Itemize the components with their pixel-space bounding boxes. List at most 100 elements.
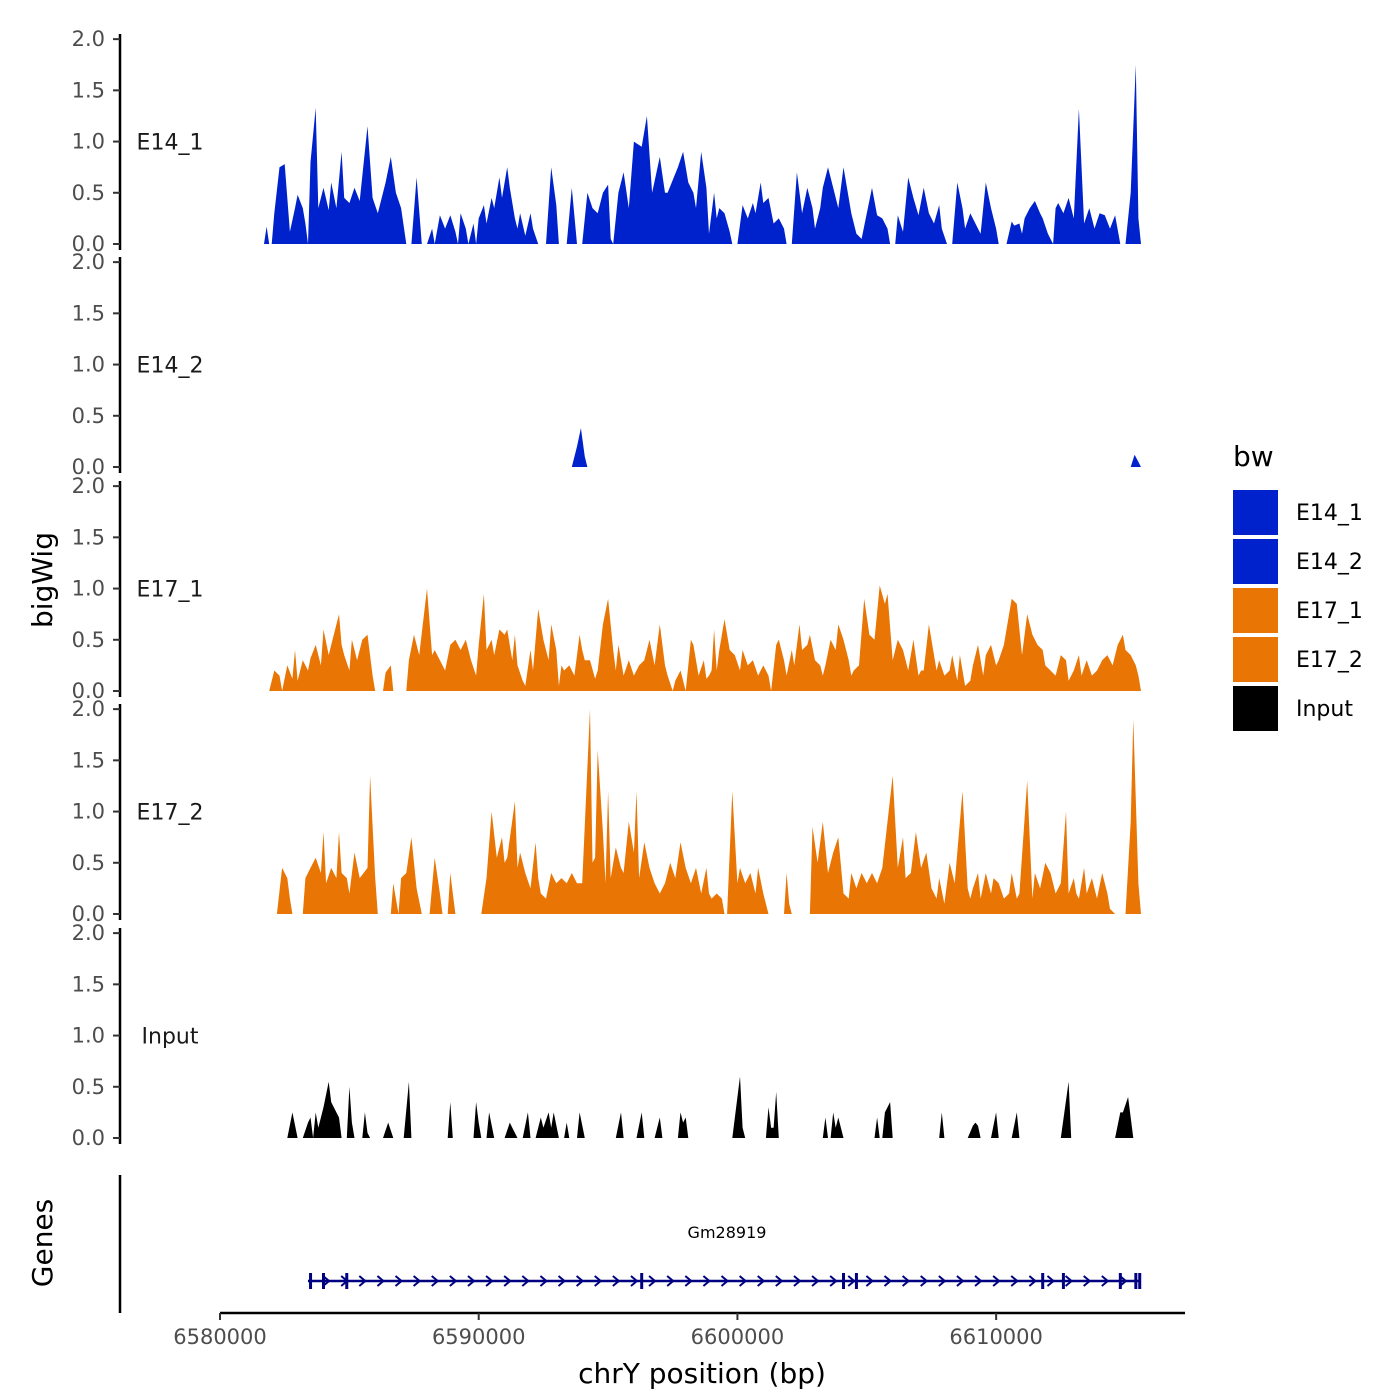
gene-strand-arrow xyxy=(1046,1275,1056,1287)
y-tick-label: 1.5 xyxy=(72,301,105,325)
x-ticks: 6580000 6590000 6600000 6610000 xyxy=(173,1313,1043,1349)
x-tick-label: 6590000 xyxy=(432,1325,526,1349)
gene-label: Gm28919 xyxy=(688,1223,767,1242)
gene-strand-arrow xyxy=(340,1275,349,1287)
y-tick-label: 0.5 xyxy=(72,404,105,428)
y-tick-label: 0.0 xyxy=(72,455,105,479)
gene-strand-arrow xyxy=(793,1275,802,1287)
legend-label-e14-1: E14_1 xyxy=(1296,501,1363,526)
x-tick-label: 6610000 xyxy=(949,1325,1043,1349)
track-label: Input xyxy=(142,1025,199,1050)
gene-strand-arrow xyxy=(775,1275,784,1287)
legend-label-input: Input xyxy=(1296,697,1353,722)
gene-strand-arrow xyxy=(1010,1275,1019,1287)
gene-strand-arrow xyxy=(847,1275,856,1287)
gene-strand-arrow xyxy=(449,1275,458,1287)
y-tick-label: 0.0 xyxy=(72,679,105,703)
gene-strand-arrow xyxy=(757,1275,766,1287)
y-tick-label: 2.0 xyxy=(72,474,105,498)
gene-strand-arrow xyxy=(322,1275,331,1287)
legend-swatch-e14-2 xyxy=(1233,539,1278,584)
track-label: E17_2 xyxy=(137,801,204,826)
track-label: E14_1 xyxy=(137,131,204,156)
gene-strand-arrow xyxy=(1101,1275,1110,1287)
y-tick-label: 0.5 xyxy=(72,1075,105,1099)
legend: bw E14_1 E14_2 E17_1 E17_2 Input xyxy=(1233,440,1363,731)
legend-label-e17-2: E17_2 xyxy=(1296,648,1363,673)
coverage-area-e17-2 xyxy=(276,709,1141,914)
gene-strand-arrow xyxy=(467,1275,476,1287)
gene-strand-arrow xyxy=(666,1275,675,1287)
gene-strand-arrow xyxy=(612,1275,621,1287)
gene-strand-arrow xyxy=(684,1275,693,1287)
y-tick-label: 0.0 xyxy=(72,902,105,926)
legend-swatch-e17-1 xyxy=(1233,588,1278,633)
gene-strand-arrow xyxy=(883,1275,893,1287)
tracks-group: 0.0 0.5 1.0 1.5 2.0 E14_1 0.0 0.5 1.0 1.5 2.0 E14_2… xyxy=(72,27,1141,1150)
gene-strand-arrow xyxy=(431,1275,440,1287)
legend-swatch-e17-2 xyxy=(1233,637,1278,682)
track-input: 0.0 0.5 1.0 1.5 2.0 Input xyxy=(72,921,1134,1150)
gene-strand-arrow xyxy=(992,1275,1001,1287)
coverage-area-e14-2 xyxy=(571,428,1141,467)
y-tick-label: 1.0 xyxy=(72,353,105,377)
gene-strand-arrow xyxy=(901,1275,911,1287)
gene-strand-arrow xyxy=(630,1275,639,1287)
coverage-area-e14-1 xyxy=(264,64,1141,244)
legend-title: bw xyxy=(1233,440,1274,473)
y-tick-label: 0.0 xyxy=(72,232,105,256)
legend-label-e14-2: E14_2 xyxy=(1296,550,1363,575)
y-tick-label: 0.5 xyxy=(72,628,105,652)
genes-panel: Genes Gm28919 xyxy=(26,1175,1142,1313)
gene-strand-arrow xyxy=(575,1275,585,1287)
x-axis-title: chrY position (bp) xyxy=(578,1357,826,1390)
gene-strand-arrow xyxy=(485,1275,494,1287)
y-tick-label: 2.0 xyxy=(72,921,105,945)
gene-strand-arrow xyxy=(376,1275,385,1287)
coverage-area-e17-1 xyxy=(269,585,1141,691)
y-axis-title: bigWig xyxy=(26,532,59,628)
gene-strand-arrow xyxy=(594,1275,603,1287)
y-tick-label: 1.0 xyxy=(72,1024,105,1048)
y-tick-label: 2.0 xyxy=(72,697,105,721)
y-tick-label: 2.0 xyxy=(72,27,105,51)
gene-strand-arrow xyxy=(412,1275,422,1287)
gene-strand-arrow xyxy=(720,1275,730,1287)
y-tick-label: 1.0 xyxy=(72,130,105,154)
x-tick-label: 6580000 xyxy=(173,1325,267,1349)
gene-strand-arrow xyxy=(557,1275,567,1287)
y-tick-label: 0.5 xyxy=(72,181,105,205)
gene-strand-arrow xyxy=(1083,1275,1092,1287)
gene-strand-arrow xyxy=(811,1275,820,1287)
legend-label-e17-1: E17_1 xyxy=(1296,599,1363,624)
legend-items: E14_1 E14_2 E17_1 E17_2 Input xyxy=(1233,490,1363,731)
y-tick-label: 1.5 xyxy=(72,748,105,772)
gene-strand-arrow xyxy=(1119,1275,1128,1287)
y-tick-label: 1.5 xyxy=(72,525,105,549)
legend-swatch-e14-1 xyxy=(1233,490,1278,535)
gene-strand-arrow xyxy=(1028,1275,1037,1287)
legend-swatch-input xyxy=(1233,686,1278,731)
track-e17-1: 0.0 0.5 1.0 1.5 2.0 E17_1 xyxy=(72,474,1141,703)
y-tick-label: 1.5 xyxy=(72,78,105,102)
gene-strand-arrow xyxy=(358,1275,367,1287)
gene-strand-arrow xyxy=(539,1275,548,1287)
track-label: E14_2 xyxy=(137,354,204,379)
gene-strand-arrow xyxy=(521,1275,530,1287)
gene-strand-arrow xyxy=(829,1275,838,1287)
y-tick-label: 1.0 xyxy=(72,577,105,601)
x-tick-label: 6600000 xyxy=(691,1325,785,1349)
gene-strand-arrow xyxy=(648,1275,657,1287)
y-tick-label: 1.0 xyxy=(72,800,105,824)
gene-strand-arrow xyxy=(920,1275,929,1287)
coverage-area-input xyxy=(287,1076,1134,1138)
y-tick-label: 2.0 xyxy=(72,250,105,274)
gene-model xyxy=(307,1273,1142,1289)
gene-strand-arrow xyxy=(1064,1275,1074,1287)
gene-strand-arrow xyxy=(865,1275,874,1287)
gene-strand-arrow xyxy=(974,1275,983,1287)
gene-strand-arrow xyxy=(738,1275,748,1287)
gene-strand-arrow xyxy=(702,1275,711,1287)
track-label: E17_1 xyxy=(137,578,204,603)
y-tick-label: 0.0 xyxy=(72,1126,105,1150)
